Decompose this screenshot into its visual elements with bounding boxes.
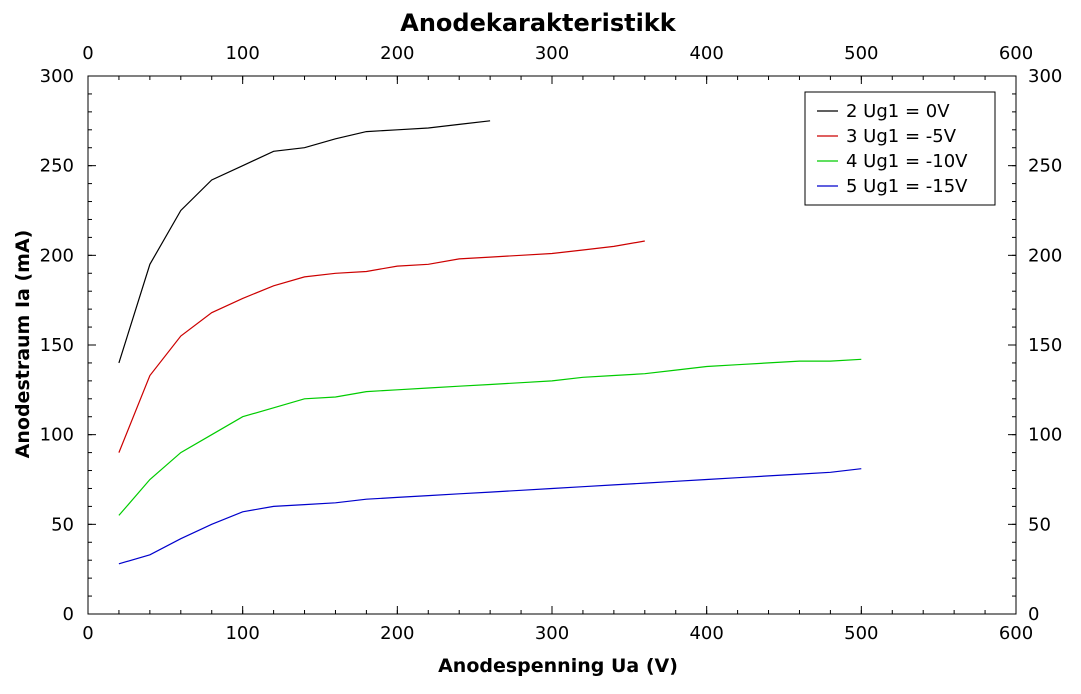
legend: 2 Ug1 = 0V 3 Ug1 = -5V 4 Ug1 = -10V 5 Ug1 =… <box>804 91 996 206</box>
y-tick-label-right: 150 <box>1028 335 1062 356</box>
x-tick-label-bottom: 500 <box>844 623 878 644</box>
x-tick-label-top: 300 <box>535 43 569 64</box>
series-group <box>118 120 862 565</box>
series-line-3 <box>118 358 862 516</box>
x-tick-label-bottom: 100 <box>225 623 259 644</box>
y-tick-label-left: 250 <box>40 156 74 177</box>
x-tick-label-top: 600 <box>999 43 1033 64</box>
y-tick-label-right: 250 <box>1028 156 1062 177</box>
series-line-1 <box>118 120 491 364</box>
y-tick-label-left: 300 <box>40 66 74 87</box>
y-tick-label-right: 100 <box>1028 425 1062 446</box>
x-tick-label-top: 400 <box>689 43 723 64</box>
legend-entry-1: 2 Ug1 = 0V <box>846 101 950 122</box>
x-tick-label-top: 500 <box>844 43 878 64</box>
x-axis-label: Anodespenning Ua (V) <box>438 655 678 677</box>
y-tick-label-left: 200 <box>40 245 74 266</box>
x-tick-label-bottom: 200 <box>380 623 414 644</box>
legend-entry-3: 4 Ug1 = -10V <box>846 151 968 172</box>
y-tick-label-right: 200 <box>1028 245 1062 266</box>
x-tick-label-top: 0 <box>82 43 93 64</box>
x-tick-label-top: 200 <box>380 43 414 64</box>
x-tick-label-bottom: 0 <box>82 623 93 644</box>
legend-entry-2: 3 Ug1 = -5V <box>846 126 957 147</box>
x-tick-label-bottom: 400 <box>689 623 723 644</box>
series-line-2 <box>118 240 645 453</box>
y-tick-label-right: 0 <box>1028 604 1039 625</box>
y-tick-label-right: 50 <box>1028 514 1051 535</box>
y-tick-label-left: 0 <box>63 604 74 625</box>
y-axis-label: Anodestraum Ia (mA) <box>12 230 34 459</box>
y-tick-label-right: 300 <box>1028 66 1062 87</box>
x-tick-label-bottom: 300 <box>535 623 569 644</box>
y-tick-label-left: 100 <box>40 425 74 446</box>
x-tick-label-top: 100 <box>225 43 259 64</box>
y-tick-label-left: 50 <box>51 514 74 535</box>
series-line-4 <box>118 468 862 565</box>
legend-entry-4: 5 Ug1 = -15V <box>846 176 968 197</box>
y-tick-label-left: 150 <box>40 335 74 356</box>
chart-title: Anodekarakteristikk <box>400 9 677 37</box>
x-tick-label-bottom: 600 <box>999 623 1033 644</box>
